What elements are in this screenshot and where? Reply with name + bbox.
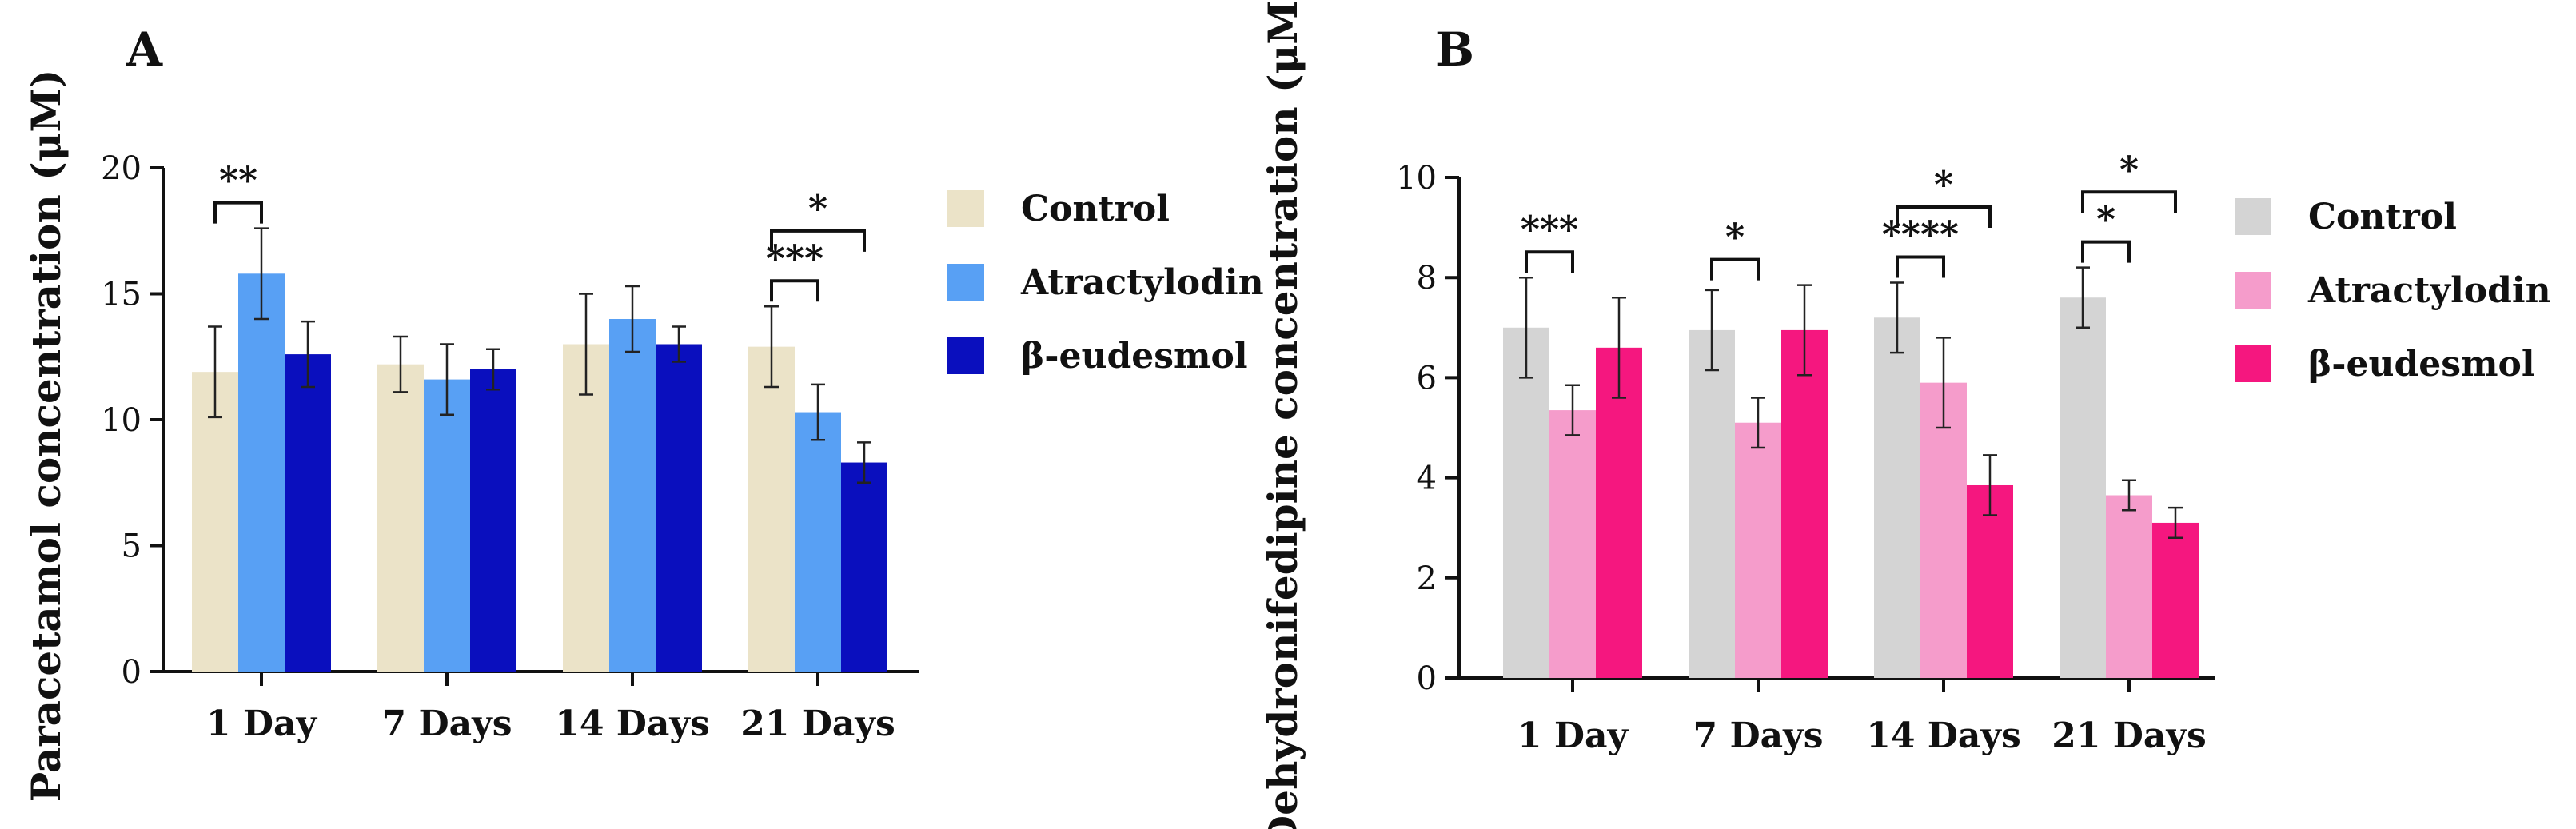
category-label-b: 21 Days	[2052, 715, 2207, 756]
legend-label-a-1: Atractylodin	[1020, 262, 1264, 303]
significance-label-b: *	[1934, 163, 1953, 206]
bar-b-2-2	[1967, 484, 2013, 678]
bar-b-1-0	[1689, 329, 1735, 678]
significance-bracket-b	[1896, 255, 1945, 278]
y-tick-label-b: 6	[1417, 360, 1437, 397]
bar-b-0-2	[1596, 347, 1642, 678]
y-tick-label-a: 0	[122, 654, 142, 691]
bar-b-1-1	[1735, 422, 1781, 678]
bar-a-1-2	[470, 369, 516, 672]
significance-label-b: ***	[1521, 208, 1578, 251]
significance-bracket-b	[1710, 257, 1760, 281]
y-tick-label-a: 20	[101, 150, 142, 187]
significance-bracket-b	[1896, 205, 1992, 229]
bar-a-2-0	[563, 344, 609, 672]
legend-a: Control Atractylodin β-eudesmol	[947, 189, 1264, 377]
bar-b-2-0	[1874, 317, 1920, 678]
y-tick-label-b: 0	[1417, 660, 1437, 697]
category-label-a: 1 Day	[206, 703, 318, 744]
significance-bracket-a	[770, 279, 819, 302]
bar-b-0-0	[1503, 327, 1549, 678]
legend-b: Control Atractylodin β-eudesmol	[2235, 197, 2551, 385]
category-label-b: 7 Days	[1693, 715, 1824, 756]
legend-swatch-a-1	[947, 264, 984, 301]
bar-a-3-0	[748, 346, 795, 672]
y-tick-label-b: 2	[1417, 560, 1437, 597]
bar-a-2-1	[609, 319, 656, 672]
bar-a-3-2	[841, 462, 887, 672]
legend-label-b-0: Control	[2308, 197, 2457, 237]
bar-a-2-2	[656, 344, 702, 672]
significance-bracket-a	[770, 229, 866, 252]
legend-label-b-1: Atractylodin	[2307, 270, 2551, 311]
panel-letter-a: A	[126, 22, 163, 77]
y-axis-title-b: Dehydronifedipine concentration (μM)	[1259, 0, 1306, 829]
y-tick-label-b: 4	[1417, 460, 1437, 497]
significance-label-b: *	[2096, 198, 2115, 241]
bar-a-1-1	[424, 379, 470, 672]
bar-b-3-0	[2060, 297, 2106, 678]
legend-label-b-2: β-eudesmol	[2308, 344, 2535, 385]
significance-bracket-b	[2081, 240, 2131, 263]
legend-swatch-b-1	[2235, 272, 2271, 309]
bar-a-1-0	[377, 364, 424, 672]
category-label-a: 14 Days	[555, 703, 710, 744]
significance-label-b: ****	[1882, 213, 1959, 256]
significance-label-b: *	[1725, 216, 1745, 259]
y-tick-label-a: 10	[101, 402, 142, 439]
bar-a-0-2	[285, 354, 331, 672]
legend-swatch-a-0	[947, 190, 984, 227]
legend-swatch-b-0	[2235, 198, 2271, 235]
bar-b-1-2	[1781, 329, 1828, 678]
significance-bracket-b	[1525, 250, 1574, 273]
bar-b-2-1	[1920, 382, 1967, 678]
bar-b-0-1	[1549, 410, 1596, 678]
panel-letter-b: B	[1435, 22, 1474, 77]
y-tick-label-b: 8	[1417, 260, 1437, 297]
panel-b: B Dehydronifedipine concentration (μM) 0…	[1259, 0, 2551, 829]
legend-label-a-0: Control	[1021, 189, 1170, 229]
category-label-a: 21 Days	[740, 703, 895, 744]
bar-a-0-0	[192, 372, 238, 672]
category-label-a: 7 Days	[382, 703, 512, 744]
legend-label-a-2: β-eudesmol	[1021, 336, 1248, 377]
y-tick-label-a: 15	[101, 277, 142, 313]
y-tick-label-a: 5	[122, 528, 142, 565]
significance-bracket-b	[2081, 190, 2177, 213]
y-tick-label-b: 10	[1396, 160, 1437, 197]
significance-label-b: *	[2119, 148, 2139, 191]
category-label-b: 14 Days	[1866, 715, 2021, 756]
bar-b-3-2	[2152, 522, 2199, 678]
significance-label-a: **	[219, 159, 257, 202]
panel-a: A Paracetamol concentration (μM) 0 5 10 15 2…	[22, 22, 1264, 802]
bar-a-0-1	[238, 273, 285, 672]
category-label-b: 1 Day	[1517, 715, 1629, 756]
significance-label-a: ***	[766, 237, 823, 280]
significance-label-a: *	[808, 187, 827, 230]
bar-b-3-1	[2106, 495, 2152, 678]
bar-a-3-1	[795, 412, 841, 672]
significance-bracket-a	[213, 201, 263, 224]
y-axis-title-a: Paracetamol concentration (μM)	[22, 70, 70, 803]
legend-swatch-a-2	[947, 337, 984, 374]
legend-swatch-b-2	[2235, 345, 2271, 382]
